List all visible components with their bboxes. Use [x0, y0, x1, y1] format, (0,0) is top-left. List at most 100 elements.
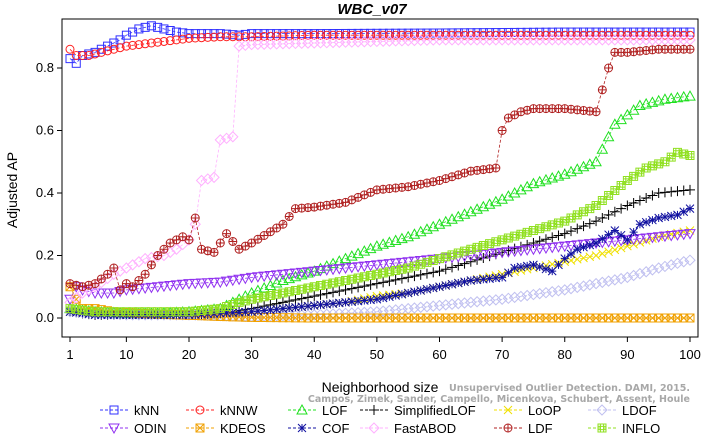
data-point: [65, 304, 75, 314]
data-point: [583, 239, 596, 250]
data-point: [516, 229, 526, 239]
data-point: [146, 21, 156, 31]
data-point: [309, 291, 320, 302]
data-point: [265, 291, 275, 300]
data-point: [553, 218, 563, 228]
data-point: [453, 278, 463, 288]
legend-item-knn: kNN: [100, 403, 159, 418]
data-point: [409, 30, 419, 40]
data-point: [616, 181, 626, 190]
data-point: [340, 284, 351, 295]
data-point: [508, 246, 521, 258]
data-point: [466, 30, 476, 40]
data-point: [427, 300, 439, 312]
data-point: [602, 275, 615, 287]
data-point: [527, 288, 540, 301]
data-point: [428, 267, 439, 278]
data-point: [659, 231, 671, 243]
data-point: [84, 306, 94, 316]
data-point: [672, 147, 682, 157]
data-point: [458, 297, 471, 309]
data-point: [265, 29, 275, 39]
data-point: [253, 306, 263, 316]
data-point: [577, 280, 590, 292]
data-point: [616, 243, 626, 253]
data-point: [666, 152, 676, 162]
legend-marker: [296, 403, 308, 415]
data-point: [214, 277, 227, 289]
data-point: [183, 279, 195, 290]
data-point: [585, 30, 595, 40]
data-point: [629, 30, 639, 40]
data-point: [158, 281, 170, 293]
data-point: [190, 29, 200, 39]
legend-label: COF: [322, 421, 350, 434]
data-point: [416, 28, 426, 38]
data-point: [272, 304, 282, 314]
data-point: [209, 32, 219, 42]
data-point: [278, 29, 288, 39]
data-point: [510, 30, 520, 40]
data-point: [341, 298, 350, 307]
data-point: [560, 216, 570, 226]
series-inflo: [65, 147, 695, 317]
data-point: [347, 297, 357, 307]
data-point: [358, 261, 371, 273]
legend-marker: [503, 405, 513, 415]
data-point: [391, 266, 401, 275]
data-point: [528, 226, 538, 235]
data-point: [666, 186, 677, 197]
data-point: [95, 288, 108, 300]
data-point: [579, 30, 589, 40]
data-point: [678, 185, 689, 196]
data-point: [496, 293, 508, 305]
data-point: [685, 184, 695, 195]
data-point: [372, 30, 382, 40]
data-point: [641, 217, 651, 227]
data-point: [416, 30, 426, 40]
data-point: [134, 24, 144, 34]
legend-marker: [597, 423, 607, 433]
data-point: [378, 277, 389, 288]
data-point: [477, 295, 490, 307]
data-point: [71, 304, 81, 314]
data-point: [209, 247, 219, 257]
data-point: [522, 30, 532, 40]
data-point: [627, 269, 640, 282]
data-point: [353, 296, 363, 306]
data-point: [421, 268, 432, 279]
data-point: [591, 251, 601, 260]
data-point: [571, 281, 583, 294]
x-axis-label: Neighborhood size: [322, 379, 439, 395]
data-point: [654, 213, 664, 223]
data-point: [572, 223, 583, 234]
data-point: [309, 30, 319, 40]
data-point: [115, 43, 125, 53]
data-point: [270, 270, 283, 281]
data-point: [334, 277, 344, 287]
data-point: [635, 219, 645, 229]
data-point: [604, 247, 613, 257]
data-point: [103, 310, 112, 320]
data-point: [290, 286, 300, 295]
data-point: [652, 232, 665, 243]
data-point: [315, 289, 326, 300]
data-point: [347, 30, 357, 40]
data-point: [303, 301, 313, 311]
data-point: [629, 227, 638, 237]
data-point: [316, 300, 325, 310]
legend-item-ldf: LDF: [494, 421, 553, 434]
data-point: [434, 28, 444, 38]
data-point: [190, 213, 200, 223]
data-point: [640, 233, 653, 245]
data-point: [590, 155, 602, 167]
data-point: [109, 44, 119, 54]
data-point: [466, 28, 476, 38]
legend-marker: [503, 423, 513, 433]
data-point: [510, 263, 519, 273]
legend-label: LDF: [528, 421, 553, 434]
data-point: [397, 30, 407, 40]
data-point: [295, 267, 308, 279]
legend-label: ODIN: [134, 421, 167, 434]
data-point: [460, 277, 469, 287]
